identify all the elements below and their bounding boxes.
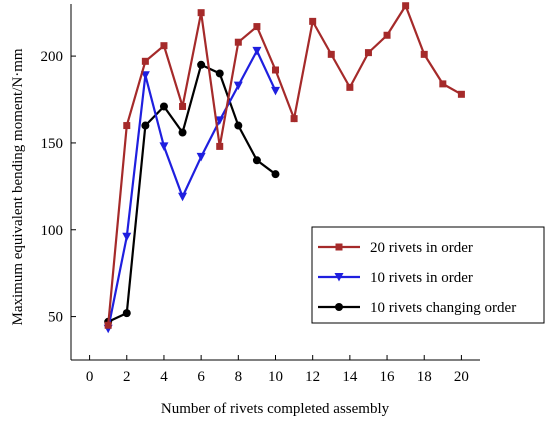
data-point [271, 170, 280, 179]
data-point [234, 121, 243, 130]
x-tick-label: 20 [454, 369, 469, 385]
data-point [122, 232, 132, 242]
x-tick-label: 2 [123, 369, 131, 385]
data-point [271, 86, 280, 96]
y-tick-label: 100 [41, 223, 64, 239]
x-tick-label: 4 [160, 369, 168, 385]
data-point [252, 156, 261, 165]
series-line [107, 3, 462, 326]
x-tick-label: 10 [268, 369, 283, 385]
data-point [420, 50, 428, 58]
data-point [141, 57, 149, 65]
legend-marker [335, 243, 343, 251]
data-point [178, 192, 188, 202]
data-point [327, 50, 335, 58]
x-tick-label: 18 [417, 369, 432, 385]
series-2 [103, 46, 280, 334]
data-point [215, 116, 225, 125]
data-point [383, 31, 391, 39]
data-point [309, 17, 317, 25]
data-point [252, 46, 262, 56]
data-point [290, 115, 298, 123]
data-point [457, 90, 465, 98]
data-point [253, 23, 261, 31]
data-point [140, 71, 150, 80]
data-point [160, 42, 168, 50]
data-point [402, 2, 410, 10]
y-tick-label: 50 [48, 310, 63, 326]
x-axis-label: Number of rivets completed assembly [161, 401, 390, 417]
x-ticks: 0 2 4 6 8 10 12 14 16 18 20 [86, 355, 469, 385]
data-point [159, 142, 169, 151]
y-tick-label: 200 [41, 49, 64, 65]
data-point [233, 81, 243, 91]
data-point [159, 102, 168, 111]
data-point [364, 49, 372, 57]
series-1 [104, 2, 465, 329]
data-point [439, 80, 447, 88]
series-group [103, 2, 465, 334]
series-3 [104, 60, 280, 326]
y-ticks: 50 100 150 200 [41, 49, 76, 326]
x-tick-label: 0 [86, 369, 94, 385]
x-tick-label: 14 [342, 369, 358, 385]
legend-label: 10 rivets changing order [370, 300, 516, 316]
data-point [272, 66, 279, 74]
data-point [234, 38, 242, 46]
series-line [107, 63, 277, 323]
x-tick-label: 16 [380, 369, 396, 385]
legend-label: 20 rivets in order [370, 240, 473, 256]
data-point [346, 83, 354, 91]
data-point [197, 9, 205, 17]
data-point [122, 309, 131, 318]
legend-label: 10 rivets in order [370, 270, 473, 286]
data-point [123, 122, 131, 130]
data-point [197, 60, 206, 69]
data-point [141, 121, 150, 130]
data-point [196, 152, 206, 162]
data-point [216, 142, 224, 150]
data-point [104, 321, 112, 329]
legend-marker [335, 303, 343, 311]
data-point [178, 128, 187, 137]
data-point [215, 69, 224, 78]
y-axis-label: Maximum equivalent bending moment/N·mm [10, 48, 26, 325]
series-line [107, 48, 277, 329]
x-tick-label: 6 [197, 369, 205, 385]
legend: 20 rivets in order 10 rivets in order 10 r… [311, 226, 545, 324]
x-tick-label: 8 [235, 369, 243, 385]
data-point [179, 102, 187, 110]
y-tick-label: 150 [41, 136, 64, 152]
legend-marker [334, 273, 344, 282]
x-tick-label: 12 [305, 369, 320, 385]
